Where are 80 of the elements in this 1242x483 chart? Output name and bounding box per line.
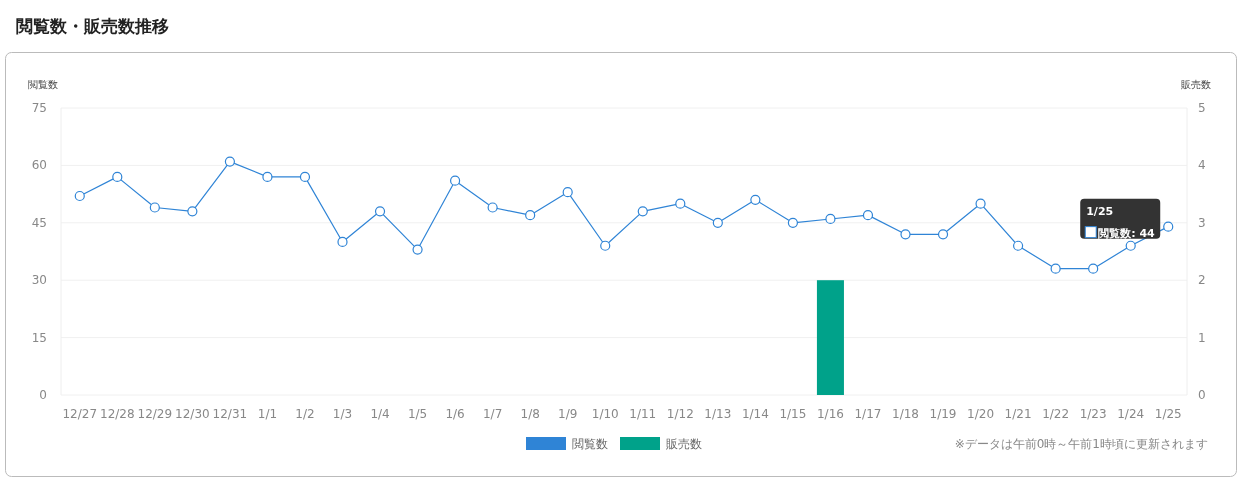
point [975, 198, 986, 209]
point [299, 171, 311, 182]
point [825, 213, 836, 225]
point [412, 244, 423, 255]
y-tick-label: 15 [31, 330, 47, 345]
y-tick-label: 60 [31, 158, 47, 173]
x-tick-label: 1/18 [892, 407, 919, 421]
y-tick-label: 45 [31, 215, 47, 230]
x-tick-label: 12/27 [62, 407, 98, 421]
x-tick-label: 1/24 [1117, 407, 1145, 421]
x-tick-label: 1/7 [482, 407, 503, 421]
annotation: 閲覧数: 44 [1098, 226, 1156, 240]
y-tick-label: 75 [31, 101, 47, 115]
x-tick-label: 1/20 [967, 407, 995, 421]
point [1125, 240, 1136, 251]
point [525, 210, 536, 221]
x-tick-label: 1/19 [929, 407, 957, 421]
x-tick-label: 1/2 [295, 407, 315, 421]
y2-tick-label: 3 [1198, 215, 1206, 230]
point [450, 175, 461, 186]
point [1050, 263, 1061, 274]
point [787, 217, 798, 228]
text: ※データは午前0時～午前1時頃に更新されます [954, 437, 1208, 451]
point [74, 190, 85, 202]
point [1013, 240, 1024, 251]
x-tick-label: 1/8 [520, 407, 540, 421]
point [562, 187, 573, 198]
point [675, 198, 686, 209]
x-tick-label: 1/21 [1004, 407, 1032, 421]
y2-tick-label: 5 [1198, 101, 1206, 115]
x-tick-label: 1/22 [1042, 407, 1070, 421]
x-tick-label: 12/29 [137, 407, 173, 421]
x-tick-label: 1/15 [779, 407, 807, 421]
x-tick-label: 1/13 [704, 407, 732, 421]
point [750, 194, 761, 205]
x-tick-label: 1/17 [854, 407, 882, 421]
point [224, 156, 235, 167]
x-tick-label: 1/4 [370, 407, 390, 421]
y2-tick-label: 0 [1198, 388, 1206, 402]
x-tick-label: 1/3 [332, 407, 353, 421]
point [187, 206, 198, 217]
point [600, 240, 611, 251]
x-tick-label: 1/11 [629, 407, 657, 421]
legend-label: 閲覧数 [572, 437, 608, 451]
point [1088, 263, 1099, 274]
x-tick-label: 1/9 [558, 407, 578, 421]
y2-axis-title: 販売数 [1181, 79, 1211, 90]
x-tick-label: 1/12 [666, 407, 694, 421]
x-tick-label: 12/31 [212, 407, 248, 421]
point [900, 229, 911, 240]
x-tick-label: 1/1 [257, 407, 278, 421]
point [487, 202, 498, 213]
y2-tick-label: 1 [1198, 330, 1206, 345]
x-tick-label: 1/10 [591, 407, 619, 421]
point [937, 229, 949, 240]
x-tick-label: 1/16 [816, 407, 844, 421]
point [1163, 221, 1174, 232]
x-tick-label: 1/23 [1079, 407, 1107, 421]
point [862, 210, 874, 221]
x-tick-label: 1/5 [407, 407, 428, 421]
point [374, 206, 386, 217]
x-tick-label: 1/6 [445, 407, 465, 421]
y2-tick-label: 2 [1198, 273, 1206, 288]
chart-title: 閲覧数・販売数推移 [16, 16, 169, 36]
x-tick-label: 12/28 [100, 407, 135, 421]
point [112, 171, 123, 182]
point [337, 236, 348, 248]
annotation: 1/25 [1086, 204, 1114, 218]
x-tick-label: 1/14 [741, 407, 769, 421]
y-axis-title: 閲覧数 [28, 79, 58, 90]
point [149, 202, 160, 213]
y-tick-label: 30 [31, 273, 47, 288]
point [712, 217, 723, 228]
x-tick-label: 1/25 [1154, 407, 1182, 421]
legend-label: 販売数 [666, 437, 702, 451]
y2-tick-label: 4 [1198, 158, 1206, 173]
x-tick-label: 12/30 [175, 407, 210, 421]
point [637, 206, 648, 217]
y-tick-label: 0 [39, 388, 47, 402]
point [262, 171, 273, 182]
